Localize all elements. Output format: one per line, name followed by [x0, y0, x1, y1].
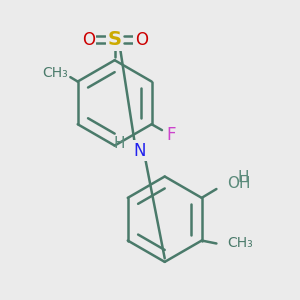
- Text: CH₃: CH₃: [227, 236, 253, 250]
- Text: H: H: [113, 136, 125, 151]
- Text: F: F: [166, 125, 175, 143]
- Text: O: O: [135, 31, 148, 49]
- Text: S: S: [108, 30, 122, 49]
- Text: OH: OH: [227, 176, 250, 190]
- Text: CH₃: CH₃: [43, 66, 68, 80]
- Text: H: H: [237, 170, 249, 185]
- Text: N: N: [134, 142, 146, 160]
- Text: O: O: [82, 31, 95, 49]
